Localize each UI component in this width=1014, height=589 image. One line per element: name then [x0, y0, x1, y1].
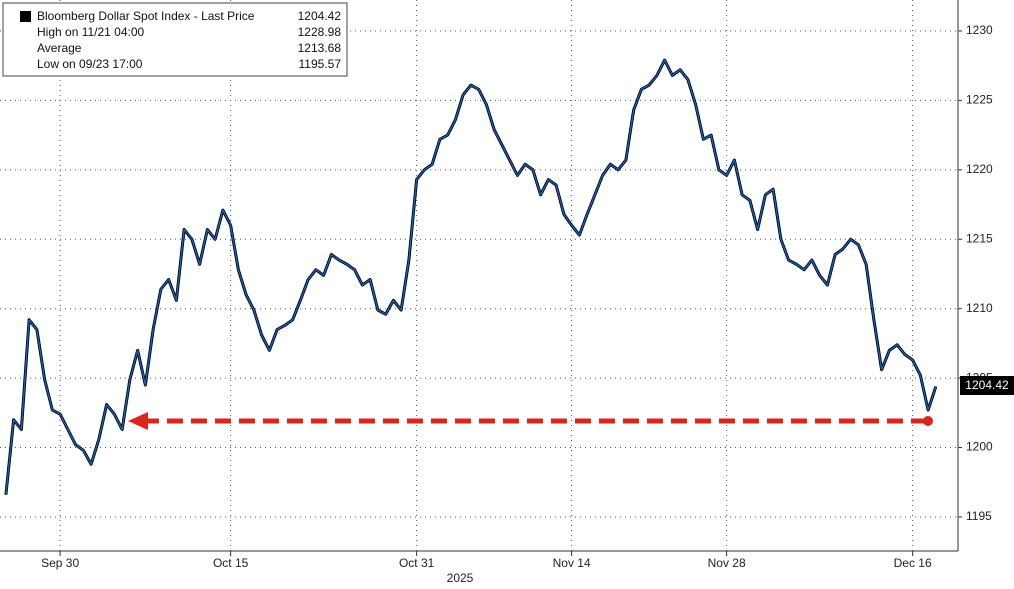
series-line	[5, 59, 937, 495]
x-tick-label: Oct 31	[399, 556, 435, 570]
y-tick-label: 1210	[966, 301, 993, 315]
y-tick-label: 1220	[966, 162, 993, 176]
arrow-dot	[923, 416, 933, 426]
legend-swatch	[20, 11, 31, 22]
legend-value: 1228.98	[298, 25, 342, 39]
x-tick-label: Nov 14	[553, 556, 591, 570]
legend-label: Bloomberg Dollar Spot Index - Last Price	[37, 9, 255, 23]
legend-label: High on 11/21 04:00	[37, 25, 145, 39]
y-tick-label: 1200	[966, 440, 993, 454]
legend-box	[2, 2, 348, 77]
y-tick-label: 1215	[966, 231, 993, 245]
y-tick-label: 1195	[966, 509, 992, 523]
legend-value: 1213.68	[298, 41, 342, 55]
x-tick-label: Dec 16	[894, 556, 932, 570]
legend-label: Average	[37, 41, 82, 55]
legend-value: 1204.42	[298, 9, 342, 23]
plot	[4, 58, 938, 495]
year-label: 2025	[447, 571, 474, 585]
x-tick-label: Nov 28	[708, 556, 746, 570]
legend: Bloomberg Dollar Spot Index - Last Price…	[2, 2, 348, 77]
legend-value: 1195.57	[299, 57, 342, 71]
y-tick-label: 1230	[966, 23, 993, 37]
y-tick-label: 1225	[966, 93, 993, 107]
x-tick-label: Oct 15	[213, 556, 249, 570]
last-price-label: 1204.42	[965, 378, 1009, 392]
x-tick-label: Sep 30	[41, 556, 79, 570]
arrow-head	[128, 412, 148, 430]
last-price-tag	[960, 376, 1014, 395]
grid: 11951200120512101215122012251230Sep 30Oc…	[0, 0, 993, 570]
legend-label: Low on 09/23 17:00	[37, 57, 143, 71]
